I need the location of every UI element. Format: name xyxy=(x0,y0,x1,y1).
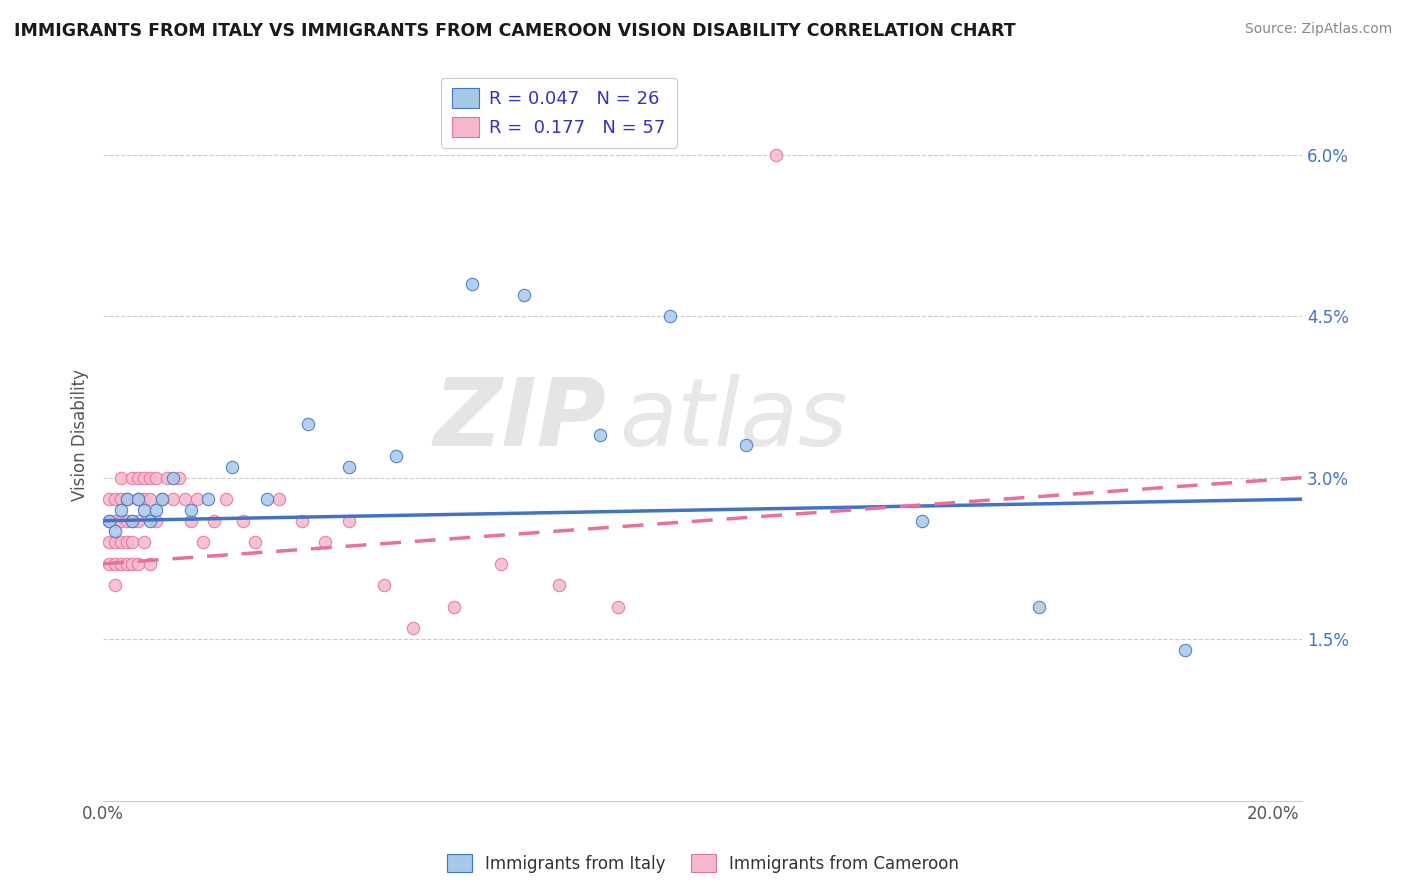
Point xyxy=(98,514,121,528)
Point xyxy=(180,503,202,517)
Point xyxy=(110,503,132,517)
Point xyxy=(115,514,138,528)
Point xyxy=(115,492,138,507)
Point xyxy=(162,492,184,507)
Point xyxy=(104,524,127,539)
Text: IMMIGRANTS FROM ITALY VS IMMIGRANTS FROM CAMEROON VISION DISABILITY CORRELATION : IMMIGRANTS FROM ITALY VS IMMIGRANTS FROM… xyxy=(14,22,1015,40)
Point xyxy=(460,277,482,291)
Point xyxy=(291,514,314,528)
Point xyxy=(115,492,138,507)
Point xyxy=(132,492,155,507)
Point xyxy=(606,599,628,614)
Point xyxy=(104,514,127,528)
Point xyxy=(127,557,149,571)
Point xyxy=(127,492,149,507)
Point xyxy=(127,514,149,528)
Point xyxy=(121,470,143,484)
Point xyxy=(735,438,758,452)
Point xyxy=(98,557,121,571)
Point xyxy=(1028,599,1050,614)
Legend: Immigrants from Italy, Immigrants from Cameroon: Immigrants from Italy, Immigrants from C… xyxy=(440,847,966,880)
Point xyxy=(443,599,465,614)
Point xyxy=(267,492,290,507)
Point xyxy=(104,535,127,549)
Point xyxy=(127,492,149,507)
Point xyxy=(104,557,127,571)
Point xyxy=(150,492,173,507)
Point xyxy=(548,578,571,592)
Point xyxy=(121,514,143,528)
Point xyxy=(139,514,162,528)
Y-axis label: Vision Disability: Vision Disability xyxy=(72,368,89,500)
Point xyxy=(127,470,149,484)
Point xyxy=(145,470,167,484)
Point xyxy=(156,470,179,484)
Point xyxy=(243,535,266,549)
Point xyxy=(121,535,143,549)
Point xyxy=(104,578,127,592)
Point xyxy=(373,578,395,592)
Point xyxy=(191,535,214,549)
Point xyxy=(110,557,132,571)
Point xyxy=(513,287,536,301)
Point xyxy=(121,557,143,571)
Point xyxy=(167,470,190,484)
Point xyxy=(1174,643,1197,657)
Point xyxy=(221,459,243,474)
Point xyxy=(337,514,360,528)
Point xyxy=(162,470,184,484)
Point xyxy=(489,557,512,571)
Point xyxy=(145,514,167,528)
Point xyxy=(256,492,278,507)
Point xyxy=(110,470,132,484)
Point xyxy=(110,514,132,528)
Point xyxy=(115,535,138,549)
Point xyxy=(232,514,254,528)
Point xyxy=(121,514,143,528)
Point xyxy=(174,492,197,507)
Point xyxy=(402,621,425,635)
Point xyxy=(202,514,225,528)
Point xyxy=(115,557,138,571)
Point xyxy=(98,535,121,549)
Point xyxy=(384,449,406,463)
Point xyxy=(186,492,208,507)
Point xyxy=(98,492,121,507)
Point xyxy=(215,492,238,507)
Point xyxy=(314,535,336,549)
Point xyxy=(98,514,121,528)
Point xyxy=(145,503,167,517)
Point xyxy=(110,492,132,507)
Point xyxy=(104,492,127,507)
Point xyxy=(150,492,173,507)
Point xyxy=(180,514,202,528)
Point xyxy=(139,492,162,507)
Text: ZIP: ZIP xyxy=(434,374,606,466)
Point xyxy=(197,492,219,507)
Point xyxy=(132,503,155,517)
Point xyxy=(337,459,360,474)
Point xyxy=(911,514,934,528)
Point xyxy=(659,309,682,323)
Point xyxy=(139,470,162,484)
Point xyxy=(297,417,319,431)
Text: Source: ZipAtlas.com: Source: ZipAtlas.com xyxy=(1244,22,1392,37)
Legend: R = 0.047   N = 26, R =  0.177   N = 57: R = 0.047 N = 26, R = 0.177 N = 57 xyxy=(440,78,676,148)
Point xyxy=(110,535,132,549)
Point xyxy=(132,470,155,484)
Text: atlas: atlas xyxy=(619,375,846,466)
Point xyxy=(765,147,787,161)
Point xyxy=(139,557,162,571)
Point xyxy=(132,535,155,549)
Point xyxy=(589,427,612,442)
